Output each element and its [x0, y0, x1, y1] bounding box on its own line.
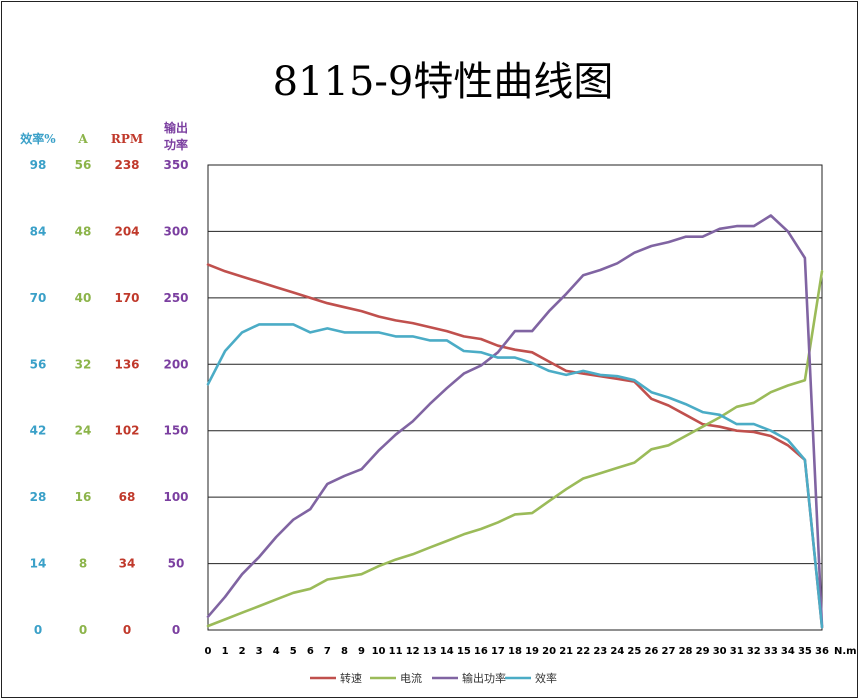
x-tick-label: 6 — [307, 646, 314, 657]
x-tick-label: 8 — [341, 646, 348, 657]
plot-area — [207, 164, 823, 631]
x-tick-label: 5 — [290, 646, 297, 657]
y-tick-eff: 0 — [34, 623, 42, 637]
y-tick-pwr: 200 — [163, 357, 188, 371]
x-tick-label: 34 — [781, 646, 795, 657]
x-tick-label: 10 — [372, 646, 386, 657]
axis-headers: 效率% A RPM 输出功率 — [20, 120, 188, 152]
axis-header-pwr-line2: 功率 — [164, 137, 188, 152]
x-tick-label: 19 — [525, 646, 539, 657]
x-tick-label: 0 — [205, 646, 212, 657]
y-tick-amp: 48 — [75, 224, 92, 238]
y-tick-pwr: 250 — [163, 291, 188, 305]
y-tick-eff: 14 — [30, 557, 47, 571]
y-tick-pwr: 0 — [172, 623, 180, 637]
x-tick-label: 27 — [662, 646, 676, 657]
axis-header-eff: 效率% — [20, 131, 56, 146]
y-tick-eff: 84 — [30, 224, 47, 238]
y-tick-amp: 16 — [75, 490, 92, 504]
x-tick-label: 11 — [389, 646, 403, 657]
x-tick-label: 9 — [358, 646, 365, 657]
y-tick-eff: 28 — [30, 490, 47, 504]
legend-label-3: 输出功率 — [462, 671, 506, 685]
legend: 转速 电流 输出功率 效率 — [310, 671, 557, 685]
x-tick-label: 29 — [696, 646, 710, 657]
y-tick-rpm: 68 — [119, 490, 136, 504]
x-tick-label: 28 — [679, 646, 693, 657]
x-tick-label: 13 — [423, 646, 437, 657]
x-tick-label: 32 — [747, 646, 761, 657]
y-tick-amp: 56 — [75, 158, 92, 172]
x-tick-label: 33 — [764, 646, 778, 657]
x-tick-label: 1 — [222, 646, 229, 657]
chart-title: 8115-9特性曲线图 — [273, 59, 614, 105]
y-tick-rpm: 204 — [114, 224, 139, 238]
series-lines — [206, 214, 824, 629]
y-tick-rpm: 102 — [114, 424, 139, 438]
y-tick-pwr: 350 — [163, 158, 188, 172]
x-tick-label: 30 — [713, 646, 727, 657]
y-tick-rpm: 238 — [114, 158, 139, 172]
x-tick-label: 22 — [576, 646, 590, 657]
y-tick-pwr: 300 — [163, 224, 188, 238]
x-tick-label: 3 — [256, 646, 263, 657]
x-tick-label: 26 — [644, 646, 658, 657]
x-tick-label: 20 — [542, 646, 556, 657]
legend-label-1: 转速 — [340, 671, 362, 685]
x-tick-label: 15 — [457, 646, 471, 657]
x-axis-unit: N.m — [834, 646, 857, 657]
x-tick-label: 7 — [324, 646, 331, 657]
x-tick-label: 16 — [474, 646, 488, 657]
y-tick-eff: 98 — [30, 158, 47, 172]
y-tick-amp: 0 — [79, 623, 87, 637]
series-line-3 — [206, 214, 824, 628]
x-tick-label: 31 — [730, 646, 744, 657]
x-tick-label: 12 — [406, 646, 420, 657]
y-tick-amp: 8 — [79, 557, 87, 571]
x-tick-label: 23 — [593, 646, 607, 657]
y-tick-pwr: 50 — [168, 557, 185, 571]
y-tick-rpm: 170 — [114, 291, 139, 305]
x-tick-label: 21 — [559, 646, 573, 657]
series-line-4 — [206, 323, 824, 629]
y-tick-rpm: 34 — [119, 557, 136, 571]
series-line-1 — [206, 263, 824, 629]
x-tick-label: 35 — [798, 646, 812, 657]
axis-header-rpm: RPM — [111, 132, 143, 146]
series-line-2 — [206, 269, 824, 628]
y-tick-eff: 56 — [30, 357, 47, 371]
y-tick-amp: 24 — [75, 424, 92, 438]
legend-label-2: 电流 — [400, 671, 422, 685]
y-tick-eff: 42 — [30, 424, 47, 438]
x-tick-label: 17 — [491, 646, 505, 657]
x-tick-label: 4 — [273, 646, 280, 657]
axis-header-pwr-line1: 输出 — [164, 120, 188, 135]
y-tick-pwr: 150 — [163, 424, 188, 438]
plot-border — [207, 164, 823, 631]
y-tick-rpm: 0 — [123, 623, 131, 637]
y-tick-amp: 40 — [75, 291, 92, 305]
y-tick-amp: 32 — [75, 357, 92, 371]
legend-label-4: 效率 — [535, 671, 557, 685]
x-tick-label: 25 — [627, 646, 641, 657]
y-tick-labels: 98 84 70 56 42 28 14 0 56 48 40 32 24 16 8 0 238 204 170 13… — [30, 158, 189, 637]
x-tick-labels: 0 1 2 3 4 5 6 7 8 9 10 11 12 13 14 15 16 17 18 19 20 21 22 23 24… — [205, 646, 829, 657]
y-tick-pwr: 100 — [163, 490, 188, 504]
axis-header-amp: A — [77, 132, 88, 146]
x-tick-label: 36 — [815, 646, 829, 657]
x-tick-label: 24 — [610, 646, 624, 657]
y-tick-eff: 70 — [30, 291, 47, 305]
x-tick-label: 14 — [440, 646, 454, 657]
y-tick-rpm: 136 — [114, 357, 139, 371]
x-tick-label: 18 — [508, 646, 522, 657]
x-tick-label: 2 — [239, 646, 246, 657]
